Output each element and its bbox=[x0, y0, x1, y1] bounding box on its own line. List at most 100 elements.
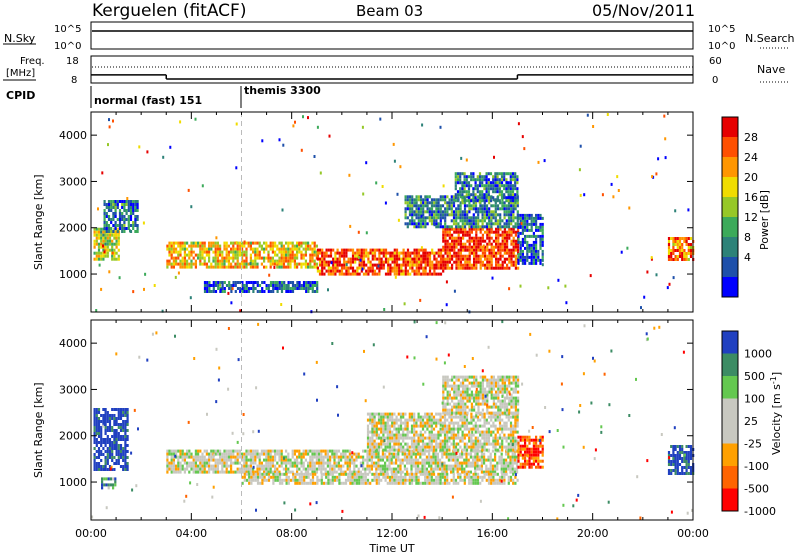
echo-cell bbox=[528, 261, 531, 265]
echo-cell bbox=[360, 475, 363, 479]
echo-cell bbox=[321, 251, 324, 255]
echo-cell bbox=[380, 263, 383, 267]
echo-cell bbox=[112, 203, 115, 206]
noise-cell bbox=[345, 263, 348, 267]
echo-cell bbox=[307, 281, 310, 284]
echo-cell bbox=[443, 418, 447, 422]
echo-cell bbox=[450, 204, 453, 208]
echo-cell bbox=[382, 251, 385, 255]
echo-cell bbox=[495, 257, 498, 261]
echo-cell bbox=[446, 248, 449, 252]
echo-cell bbox=[403, 464, 406, 468]
echo-cell bbox=[102, 233, 105, 237]
noise-cell bbox=[460, 156, 463, 160]
echo-cell bbox=[232, 470, 235, 474]
echo-cell bbox=[483, 213, 486, 217]
echo-cell bbox=[428, 207, 431, 211]
echo-cell bbox=[428, 201, 431, 205]
echo-cell bbox=[230, 284, 233, 287]
echo-cell bbox=[457, 448, 460, 452]
echo-cell bbox=[126, 417, 129, 420]
echo-cell bbox=[107, 203, 111, 206]
echo-cell bbox=[129, 203, 133, 206]
echo-cell bbox=[318, 464, 321, 468]
echo-cell bbox=[197, 253, 200, 257]
echo-cell bbox=[388, 433, 392, 437]
echo-cell bbox=[470, 263, 473, 267]
echo-cell bbox=[445, 467, 448, 471]
echo-cell bbox=[386, 418, 389, 422]
echo-cell bbox=[496, 467, 499, 471]
echo-cell bbox=[437, 260, 440, 264]
echo-cell bbox=[115, 408, 118, 411]
echo-cell bbox=[134, 200, 137, 203]
echo-cell bbox=[417, 260, 421, 264]
echo-cell bbox=[516, 201, 519, 205]
echo-cell bbox=[100, 251, 103, 255]
echo-cell bbox=[305, 290, 308, 293]
echo-cell bbox=[97, 242, 101, 246]
echo-cell bbox=[428, 439, 431, 443]
echo-cell bbox=[278, 470, 281, 474]
echo-cell bbox=[386, 481, 389, 485]
echo-cell bbox=[260, 244, 263, 248]
echo-cell bbox=[311, 250, 314, 254]
echo-cell bbox=[539, 243, 542, 247]
echo-cell bbox=[386, 467, 389, 471]
echo-cell bbox=[488, 207, 491, 211]
echo-cell bbox=[276, 259, 279, 263]
echo-cell bbox=[307, 247, 310, 251]
echo-cell bbox=[359, 455, 362, 459]
echo-cell bbox=[247, 244, 250, 248]
echo-cell bbox=[507, 196, 510, 200]
echo-cell bbox=[431, 272, 434, 276]
echo-cell bbox=[188, 452, 191, 456]
echo-cell bbox=[280, 244, 283, 248]
echo-cell bbox=[496, 478, 499, 482]
echo-cell bbox=[444, 207, 447, 211]
echo-cell bbox=[437, 445, 440, 449]
echo-cell bbox=[484, 248, 487, 252]
echo-cell bbox=[404, 257, 407, 261]
echo-cell bbox=[359, 461, 362, 465]
echo-cell bbox=[473, 266, 476, 270]
echo-cell bbox=[192, 467, 195, 471]
echo-cell bbox=[112, 215, 115, 218]
echo-cell bbox=[526, 219, 529, 223]
echo-cell bbox=[446, 424, 449, 428]
echo-cell bbox=[486, 263, 489, 267]
echo-cell bbox=[247, 470, 250, 474]
echo-cell bbox=[250, 281, 253, 284]
echo-cell bbox=[332, 263, 335, 267]
echo-cell bbox=[494, 452, 497, 456]
echo-cell bbox=[113, 254, 116, 258]
echo-cell bbox=[115, 233, 118, 237]
echo-cell bbox=[483, 472, 486, 476]
echo-cell bbox=[463, 184, 466, 188]
echo-cell bbox=[484, 266, 487, 270]
echo-cell bbox=[234, 461, 237, 465]
echo-cell bbox=[503, 178, 506, 182]
echo-cell bbox=[225, 256, 228, 260]
echo-cell bbox=[417, 433, 420, 437]
echo-cell bbox=[364, 481, 367, 485]
echo-cell bbox=[377, 448, 381, 452]
echo-cell bbox=[497, 257, 500, 261]
echo-cell bbox=[424, 204, 427, 208]
echo-cell bbox=[524, 234, 527, 238]
echo-cell bbox=[360, 481, 363, 485]
colorbar-tick: 4 bbox=[744, 251, 751, 264]
echo-cell bbox=[415, 448, 418, 452]
echo-cell bbox=[307, 481, 310, 485]
echo-cell bbox=[683, 258, 686, 261]
echo-cell bbox=[481, 193, 484, 197]
echo-cell bbox=[402, 269, 405, 273]
echo-cell bbox=[252, 247, 255, 251]
echo-cell bbox=[194, 259, 197, 263]
echo-cell bbox=[332, 248, 335, 252]
echo-cell bbox=[103, 224, 106, 227]
echo-cell bbox=[487, 478, 491, 482]
echo-cell bbox=[428, 461, 431, 465]
echo-cell bbox=[307, 287, 310, 290]
echo-cell bbox=[457, 251, 460, 255]
